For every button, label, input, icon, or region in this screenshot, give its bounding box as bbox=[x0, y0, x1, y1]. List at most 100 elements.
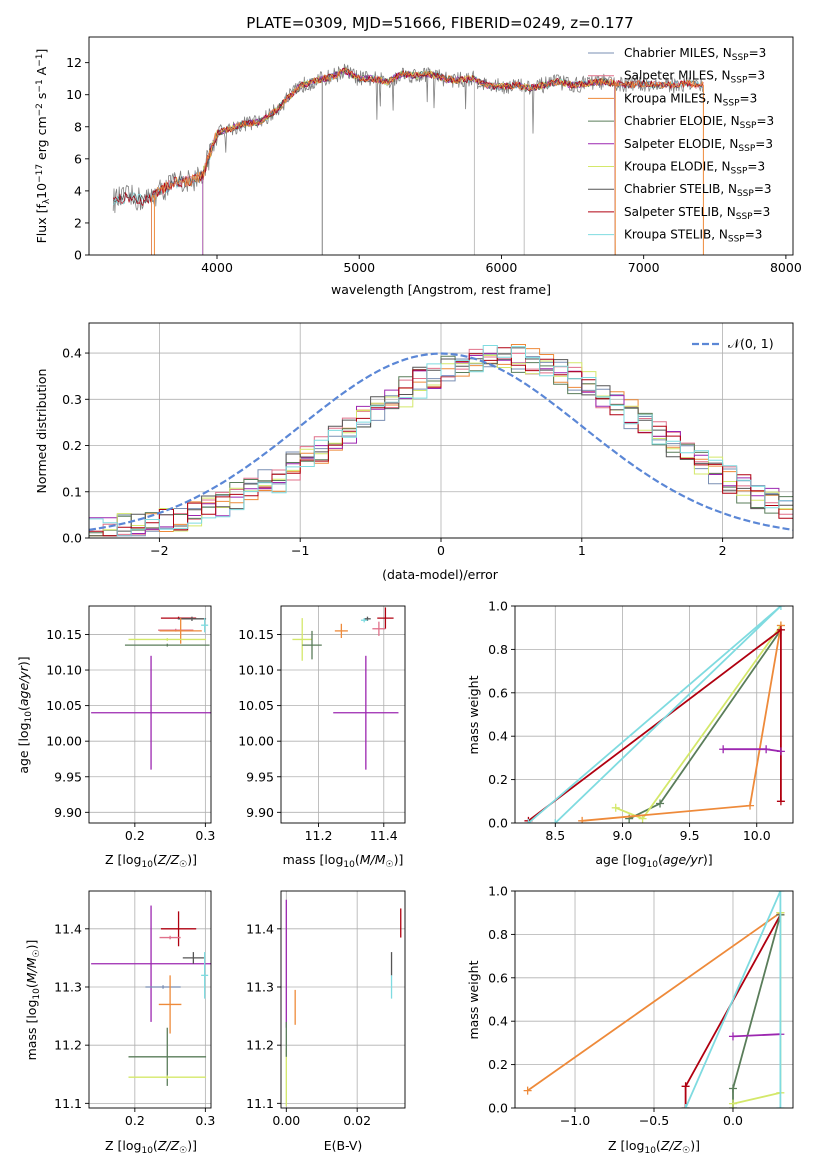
y-tick-label: 9.95 bbox=[54, 769, 82, 784]
y-tick-label: 10 bbox=[66, 87, 82, 102]
y-tick-label: 0.0 bbox=[488, 1101, 508, 1116]
series-line-salpeter_stelib bbox=[527, 628, 782, 822]
series-line-kroupa_elodie bbox=[615, 624, 782, 820]
y-axis-label: Normed distribution bbox=[34, 369, 49, 494]
y-tick-label: 4 bbox=[74, 183, 82, 198]
axes-border bbox=[514, 605, 794, 824]
panel-age-vs-Z: 0.2 0.3 9.90 9.95 10.00 10.05 10.10 10.15 Z [log… bbox=[16, 605, 215, 870]
x-tick-label: 4000 bbox=[201, 260, 233, 275]
x-tick-label: 0.02 bbox=[343, 1113, 371, 1128]
axes-border bbox=[88, 36, 794, 256]
y-tick-label: 0.4 bbox=[62, 346, 82, 361]
series-line-kroupa_stelib bbox=[527, 606, 782, 823]
y-tick-label: 10.00 bbox=[46, 734, 82, 749]
x-axis-label: age [log10(age/yr)] bbox=[595, 852, 712, 870]
series-marker-kroupa_miles bbox=[523, 1086, 532, 1095]
y-tick-label: 0.2 bbox=[62, 438, 82, 453]
series-marker-kroupa_elodie bbox=[728, 1099, 737, 1108]
y-tick-label: 2 bbox=[74, 215, 82, 230]
x-tick-label: −0.5 bbox=[639, 1113, 669, 1128]
x-tick-label: 1 bbox=[578, 543, 586, 558]
x-tick-label: 10.0 bbox=[743, 828, 771, 843]
series-marker-kroupa_stelib bbox=[776, 1104, 785, 1108]
series-marker-kroupa_miles bbox=[578, 816, 587, 823]
spectrum-kroupa_stelib bbox=[112, 68, 703, 205]
y-tick-label: 10.15 bbox=[238, 627, 274, 642]
y-tick-label: 0.1 bbox=[62, 484, 82, 499]
axes-frame: 0.2 0.3 9.90 9.95 10.00 10.05 10.10 10.15 Z [log… bbox=[16, 605, 215, 870]
axes-frame: 8.5 9.0 9.5 10.0 0.0 0.2 0.4 0.6 0.8 1.0 age [log1… bbox=[466, 599, 794, 870]
plot-area bbox=[91, 905, 211, 1086]
panel-weight-vs-Z: −1.0 −0.5 0.0 0.0 0.2 0.4 0.6 0.8 1.0 Z [log10(Z/… bbox=[466, 884, 794, 1156]
x-tick-label: 0.2 bbox=[125, 1113, 145, 1128]
legend-label-kroupa_elodie: Kroupa ELODIE, NSSP=3 bbox=[624, 160, 765, 177]
x-tick-label: 0.00 bbox=[272, 1113, 300, 1128]
plot-area bbox=[89, 344, 793, 538]
axes-frame: 0.2 0.3 11.1 11.2 11.3 11.4 Z [log10(Z/Z☉)] mas… bbox=[24, 890, 215, 1156]
y-tick-label: 11.2 bbox=[246, 1038, 274, 1053]
y-tick-label: 0.6 bbox=[488, 685, 508, 700]
x-tick-label: 2 bbox=[719, 543, 727, 558]
y-tick-label: 8 bbox=[74, 119, 82, 134]
x-tick-label: 5000 bbox=[343, 260, 375, 275]
series-line-salpeter_elodie bbox=[732, 1033, 781, 1038]
panel-age-vs-mass: 11.2 11.4 9.90 9.95 10.00 10.05 10.10 10.15 mass… bbox=[238, 605, 406, 870]
y-tick-label: 0.0 bbox=[62, 531, 82, 546]
x-tick-label: 0 bbox=[437, 543, 445, 558]
y-tick-label: 1.0 bbox=[488, 599, 508, 614]
series-marker-kroupa_stelib bbox=[551, 819, 560, 823]
normal-curve bbox=[89, 352, 793, 531]
y-tick-label: 9.95 bbox=[246, 769, 274, 784]
plot-area bbox=[523, 891, 785, 1108]
plot-area bbox=[292, 607, 399, 770]
series-marker-salpeter_elodie bbox=[776, 747, 785, 756]
series-marker-chabrier_elodie bbox=[656, 799, 665, 808]
x-axis-label: mass [log10(M/M☉)] bbox=[283, 852, 404, 870]
y-tick-label: 12 bbox=[66, 55, 82, 70]
panel-mass-vs-Z: 0.2 0.3 11.1 11.2 11.3 11.4 Z [log10(Z/Z☉)] mas… bbox=[24, 890, 215, 1156]
x-tick-label: 11.4 bbox=[370, 828, 398, 843]
y-tick-label: 0.8 bbox=[488, 927, 508, 942]
series-marker-kroupa_miles bbox=[746, 801, 755, 810]
series-marker-salpeter_stelib bbox=[776, 625, 785, 634]
y-tick-label: 10.10 bbox=[238, 663, 274, 678]
x-axis-label: Z [log10(Z/Z☉)] bbox=[608, 1138, 700, 1156]
series-marker-salpeter_stelib bbox=[681, 1082, 690, 1091]
spectrum-salpeter_elodie bbox=[202, 67, 616, 255]
y-tick-label: 10.05 bbox=[238, 698, 274, 713]
spectrum-salpeter_stelib bbox=[112, 67, 703, 206]
figure-title: PLATE=0309, MJD=51666, FIBERID=0249, z=0… bbox=[246, 14, 633, 32]
y-tick-label: 10.05 bbox=[46, 698, 82, 713]
x-axis-label: (data-model)/error bbox=[382, 567, 499, 582]
y-tick-label: 9.90 bbox=[54, 805, 82, 820]
axes-border bbox=[88, 890, 212, 1109]
x-tick-label: 0.3 bbox=[195, 828, 215, 843]
axes-frame: 4000 5000 6000 7000 8000 0 2 4 6 8 10 12 wavelength … bbox=[34, 36, 802, 297]
x-tick-label: 9.5 bbox=[680, 828, 700, 843]
x-tick-label: 0.2 bbox=[125, 828, 145, 843]
y-tick-label: 1.0 bbox=[488, 884, 508, 899]
x-axis-label: E(B-V) bbox=[324, 1138, 363, 1153]
series-marker-salpeter_elodie bbox=[719, 745, 728, 754]
y-tick-label: 0 bbox=[74, 248, 82, 263]
y-tick-label: 0.4 bbox=[488, 1014, 508, 1029]
y-tick-label: 0.2 bbox=[488, 1057, 508, 1072]
series-line-kroupa_miles bbox=[582, 625, 782, 822]
x-tick-label: 9.0 bbox=[612, 828, 632, 843]
axes-border bbox=[280, 890, 406, 1109]
y-tick-label: 10.15 bbox=[46, 627, 82, 642]
y-axis-label: age [log10(age/yr)] bbox=[16, 656, 34, 773]
legend-label-kroupa_stelib: Kroupa STELIB, NSSP=3 bbox=[624, 228, 762, 245]
y-tick-label: 0.0 bbox=[488, 816, 508, 831]
y-tick-label: 11.3 bbox=[54, 979, 82, 994]
series-line-salpeter_elodie bbox=[723, 748, 782, 753]
histogram-salpeter_stelib bbox=[89, 347, 793, 538]
x-tick-label: 0.0 bbox=[723, 1113, 743, 1128]
axes-frame: 11.2 11.4 9.90 9.95 10.00 10.05 10.10 10.15 mass… bbox=[238, 605, 406, 870]
y-axis-label: mass weight bbox=[466, 675, 481, 754]
spectrum-kroupa_miles bbox=[151, 67, 704, 255]
legend-label-chabrier_elodie: Chabrier ELODIE, NSSP=3 bbox=[624, 114, 774, 131]
y-axis-label: Flux [fλ10−17 erg cm−2 s−1 A−1] bbox=[34, 49, 52, 244]
axes-frame: 0.00 0.02 11.1 11.2 11.3 11.4 E(B-V) bbox=[246, 890, 406, 1153]
